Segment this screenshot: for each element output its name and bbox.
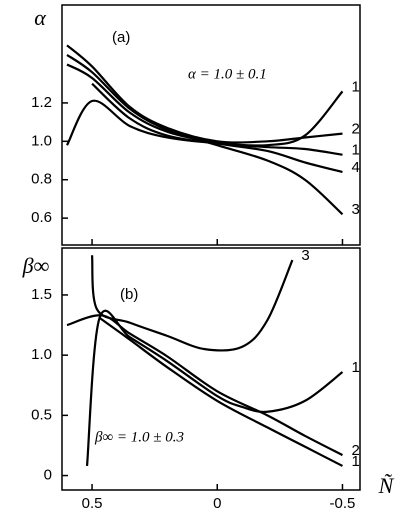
y-axis-label: α [34,5,46,30]
annotation: (b) [120,286,138,303]
plot-frame [61,247,361,491]
y-tick-label: 0.5 [31,406,52,423]
annotation: α = 1.0 ± 0.1 [188,66,267,82]
series-label: 3 [301,247,309,264]
y-tick-label: 0 [44,467,52,484]
x-axis-label: Ñ [378,473,395,498]
y-tick-label: 0.6 [31,209,52,226]
series-line [66,44,343,144]
series-label: 1 [351,453,359,470]
series-label: 4 [351,159,359,176]
series-label: 2 [351,121,359,138]
x-tick-label: -0.5 [330,495,356,512]
series-label: 2 [351,442,359,459]
annotation: β∞ = 1.0 ± 0.3 [94,429,184,445]
y-tick-label: 0.8 [31,171,52,188]
y-tick-label: 1.5 [31,286,52,303]
annotation: (a) [112,29,130,46]
series-label: 1 [351,78,359,95]
x-tick-label: 0 [213,495,221,512]
y-axis-label: β∞ [22,253,50,278]
series-label: 1 [351,359,359,376]
y-tick-label: 1.0 [31,132,52,149]
x-tick-label: 0.5 [82,495,103,512]
plot-frame [61,4,361,246]
series-line [66,54,344,216]
series-line [66,314,343,457]
y-tick-label: 1.2 [31,94,52,111]
series-line [98,316,343,467]
series-label: 3 [351,201,359,218]
series-label: 1 [351,142,359,159]
y-tick-label: 1.0 [31,346,52,363]
series-line [90,255,294,352]
